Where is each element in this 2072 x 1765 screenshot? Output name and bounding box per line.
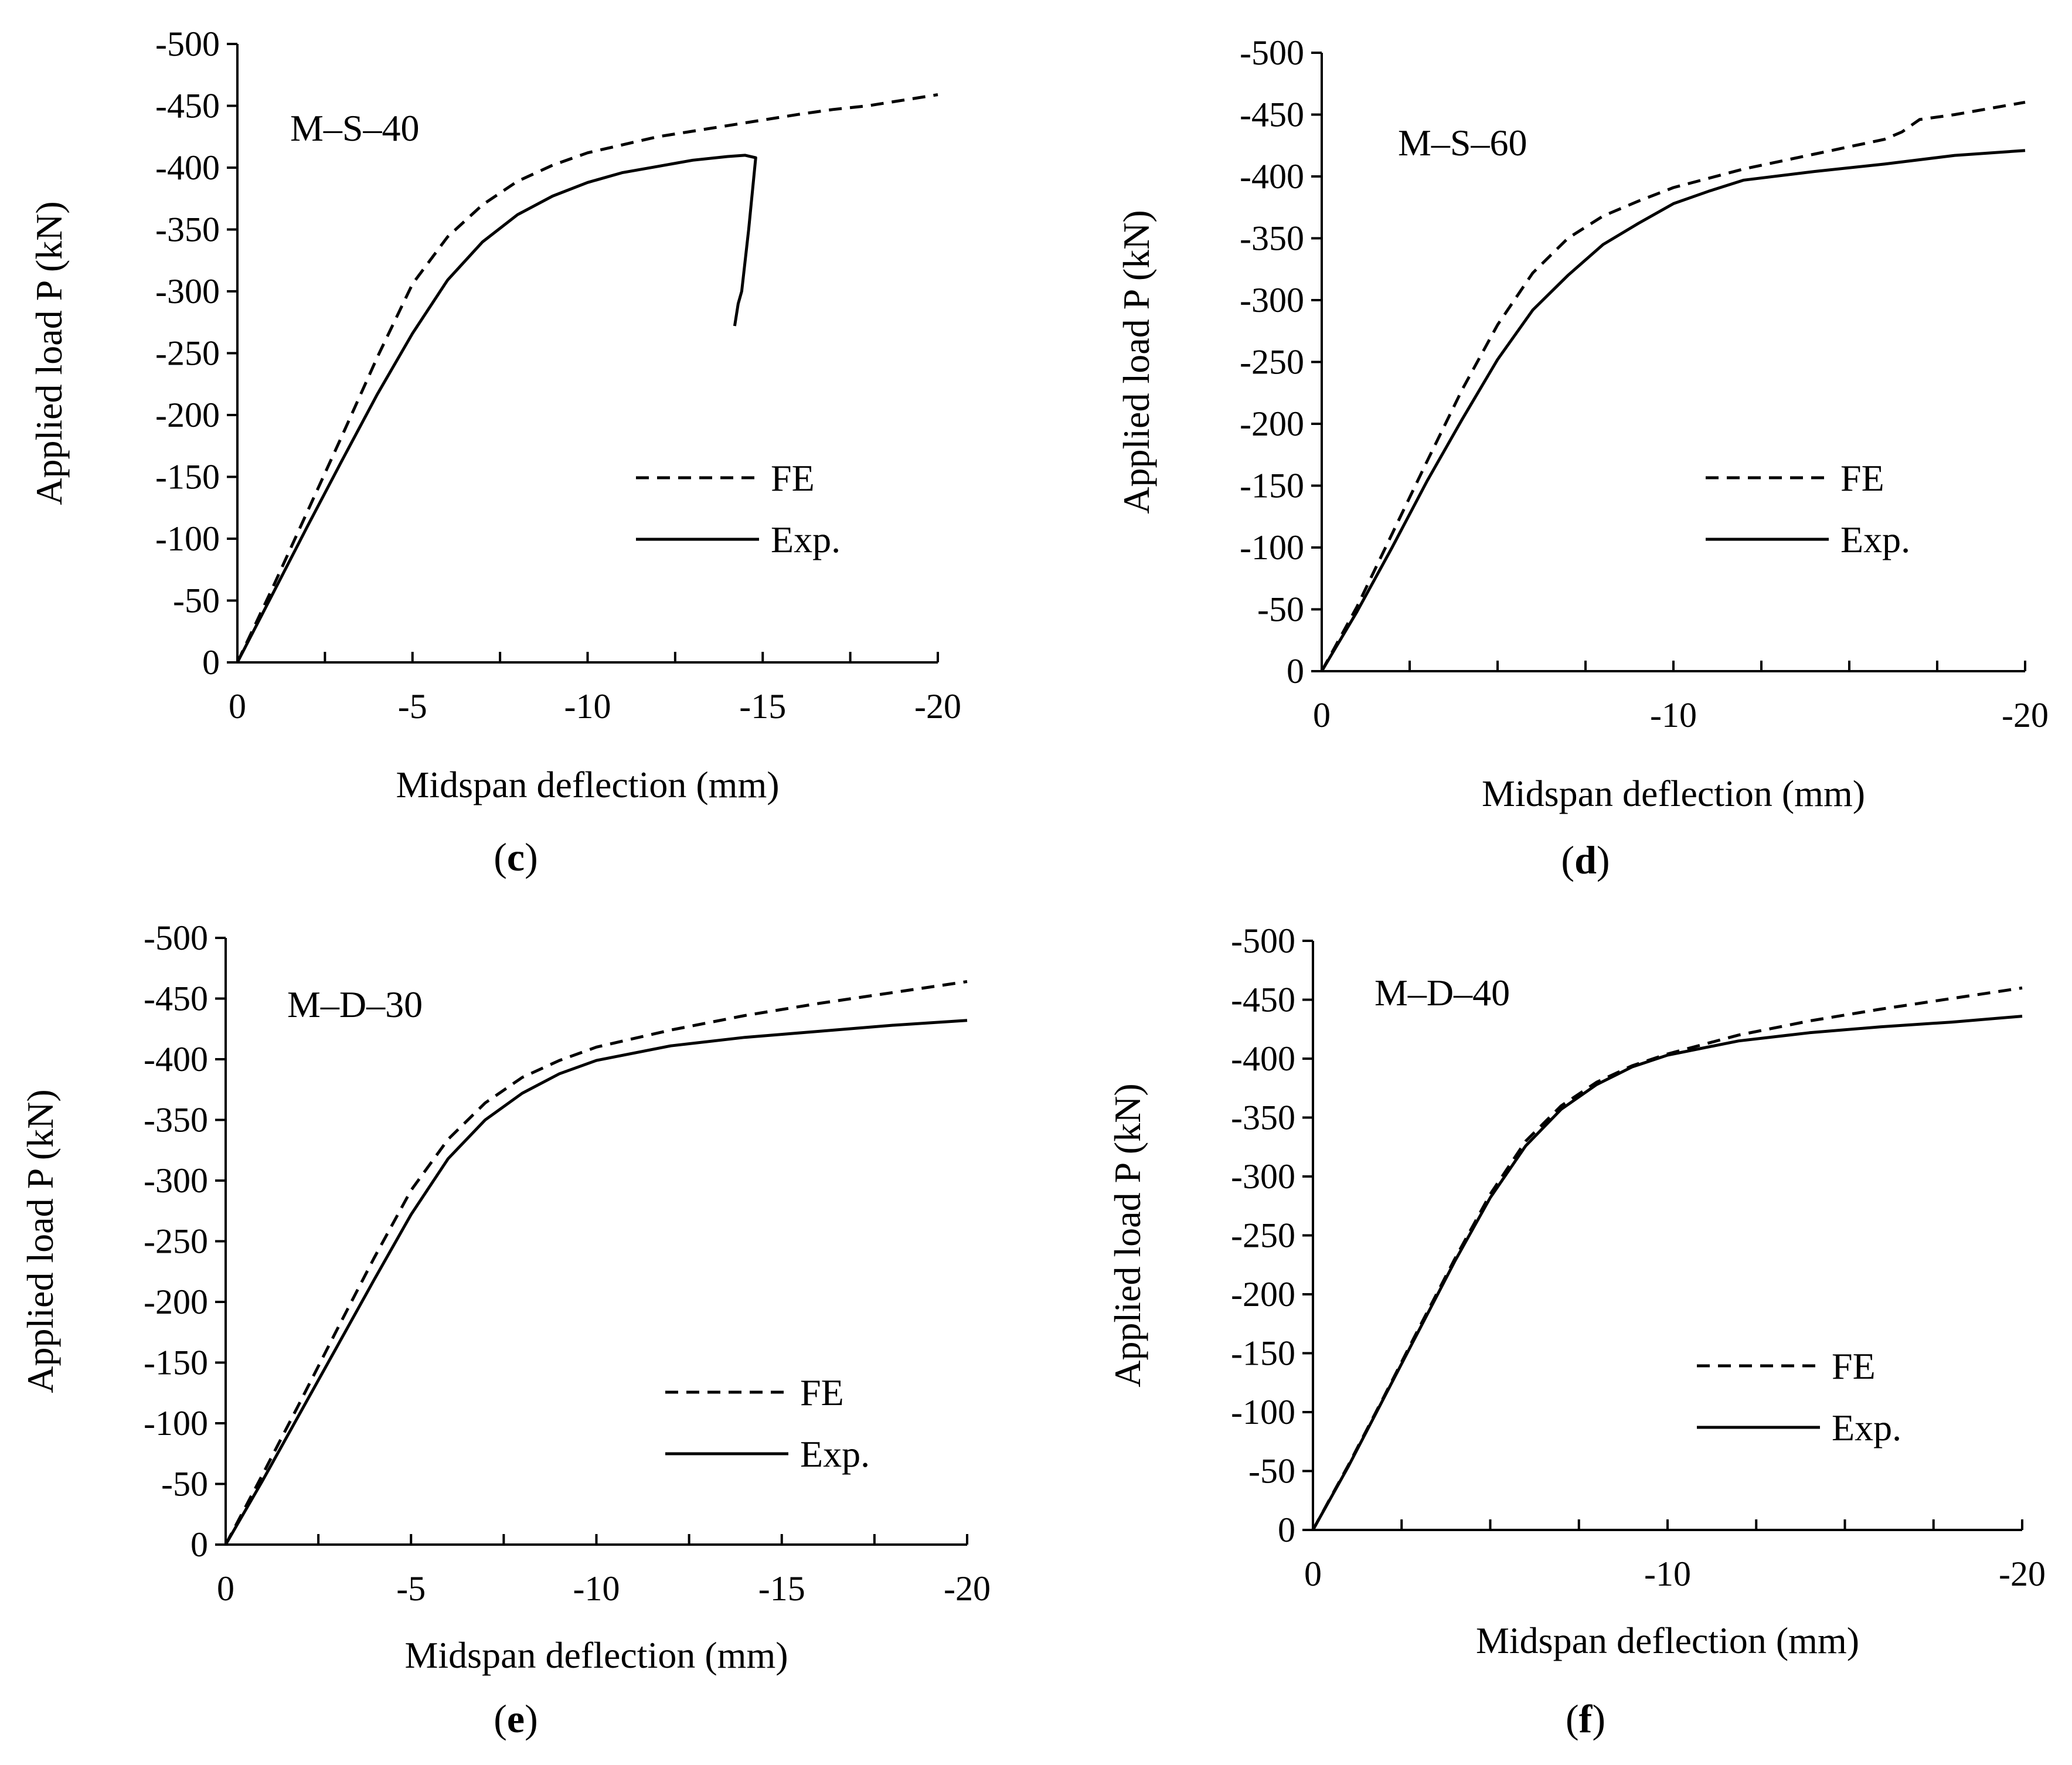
legend-label-exp: Exp. [1832,1407,1901,1448]
y-tick-label: -500 [155,25,220,63]
y-tick-label: -350 [1231,1099,1295,1137]
x-tick-label: 0 [229,687,246,726]
y-tick-label: -100 [144,1404,208,1443]
legend-label-fe: FE [1840,457,1884,499]
y-tick-label: 0 [190,1525,208,1564]
x-tick-label: 0 [1304,1555,1322,1593]
y-tick-label: -500 [1231,921,1295,960]
panel-caption: (f) [1566,1696,1605,1741]
x-axis-label: Midspan deflection (mm) [1482,773,1865,814]
x-axis-label: Midspan deflection (mm) [1476,1620,1859,1661]
x-tick-label: 0 [1313,696,1331,734]
series-line-fe [224,980,968,1546]
chart-panel-c: 0-50-100-150-200-250-300-350-400-450-500… [28,25,961,879]
x-axis-label: Midspan deflection (mm) [404,1634,788,1676]
legend-label-exp: Exp. [771,519,841,560]
y-tick-label: -200 [1240,404,1304,443]
x-tick-label: -15 [758,1569,805,1608]
series-line-exp [1320,149,2026,672]
chart-panel-d: 0-50-100-150-200-250-300-350-400-450-500… [1115,33,2049,882]
y-tick-label: -50 [1248,1452,1295,1491]
y-tick-label: -400 [1231,1039,1295,1078]
y-tick-label: -250 [1240,343,1304,382]
y-tick-label: -250 [155,334,220,373]
legend-label-exp: Exp. [800,1433,870,1475]
series-line-exp [236,154,757,664]
y-tick-label: -100 [1240,528,1304,567]
y-tick-label: -350 [155,210,220,249]
y-tick-label: 0 [202,643,220,682]
legend-label-exp: Exp. [1840,519,1910,560]
y-tick-label: -350 [144,1101,208,1140]
y-tick-label: -150 [155,458,220,496]
y-tick-label: -50 [161,1465,208,1504]
y-tick-label: -450 [155,87,220,125]
y-tick-label: 0 [1287,652,1304,691]
x-tick-label: 0 [217,1569,234,1608]
y-tick-label: -50 [1257,590,1304,629]
y-tick-label: -400 [155,148,220,187]
y-axis-label: Applied load P (kN) [28,201,70,505]
chart-panel-f: 0-50-100-150-200-250-300-350-400-450-500… [1107,921,2046,1741]
y-axis-label: Applied load P (kN) [19,1089,61,1393]
y-tick-label: -150 [1240,467,1304,505]
legend-label-fe: FE [771,457,815,499]
x-tick-label: -10 [1650,696,1697,734]
panel-caption: (e) [494,1696,538,1741]
panel-caption: (c) [494,835,538,879]
y-tick-label: -400 [1240,157,1304,196]
y-tick-label: -300 [155,272,220,311]
panel-title: M–D–30 [287,984,423,1025]
x-tick-label: -20 [2002,696,2049,734]
y-tick-label: -300 [1240,281,1304,319]
panel-title: M–S–60 [1398,122,1527,164]
legend-label-fe: FE [1832,1345,1876,1387]
x-tick-label: -20 [1999,1555,2046,1593]
y-tick-label: -200 [155,396,220,434]
x-tick-label: -20 [944,1569,991,1608]
y-axis-label: Applied load P (kN) [1107,1083,1148,1387]
x-tick-label: -10 [573,1569,620,1608]
y-tick-label: -450 [1231,981,1295,1019]
y-tick-label: -400 [144,1040,208,1079]
y-tick-label: -250 [1231,1216,1295,1255]
x-tick-label: -10 [1644,1555,1691,1593]
y-tick-label: -500 [144,919,208,957]
legend-label-fe: FE [800,1372,844,1413]
y-axis-label: Applied load P (kN) [1115,210,1157,513]
x-axis-label: Midspan deflection (mm) [396,764,779,805]
y-tick-label: -150 [1231,1334,1295,1373]
y-tick-label: -200 [144,1283,208,1321]
y-tick-label: -200 [1231,1275,1295,1314]
x-tick-label: -20 [914,687,961,726]
y-tick-label: -300 [1231,1157,1295,1196]
y-tick-label: -450 [144,980,208,1018]
series-line-fe [1320,100,2026,672]
x-tick-label: -15 [739,687,786,726]
y-tick-label: -100 [155,519,220,558]
x-tick-label: -5 [396,1569,426,1608]
y-tick-label: -450 [1240,96,1304,134]
x-tick-label: -5 [398,687,427,726]
series-line-exp [224,1019,968,1546]
y-tick-label: 0 [1278,1511,1295,1549]
x-tick-label: -10 [564,687,611,726]
series-line-fe [236,93,938,664]
panel-caption: (d) [1561,838,1610,882]
y-tick-label: -500 [1240,33,1304,72]
y-tick-label: -350 [1240,219,1304,258]
y-tick-label: -100 [1231,1393,1295,1431]
series-line-exp [1311,1015,2023,1531]
panel-title: M–S–40 [290,107,420,149]
y-tick-label: -300 [144,1161,208,1200]
panel-title: M–D–40 [1374,972,1510,1014]
series-line-fe [1311,986,2023,1531]
y-tick-label: -250 [144,1222,208,1261]
y-tick-label: -150 [144,1344,208,1382]
y-tick-label: -50 [173,581,220,620]
chart-panel-e: 0-50-100-150-200-250-300-350-400-450-500… [19,919,991,1741]
